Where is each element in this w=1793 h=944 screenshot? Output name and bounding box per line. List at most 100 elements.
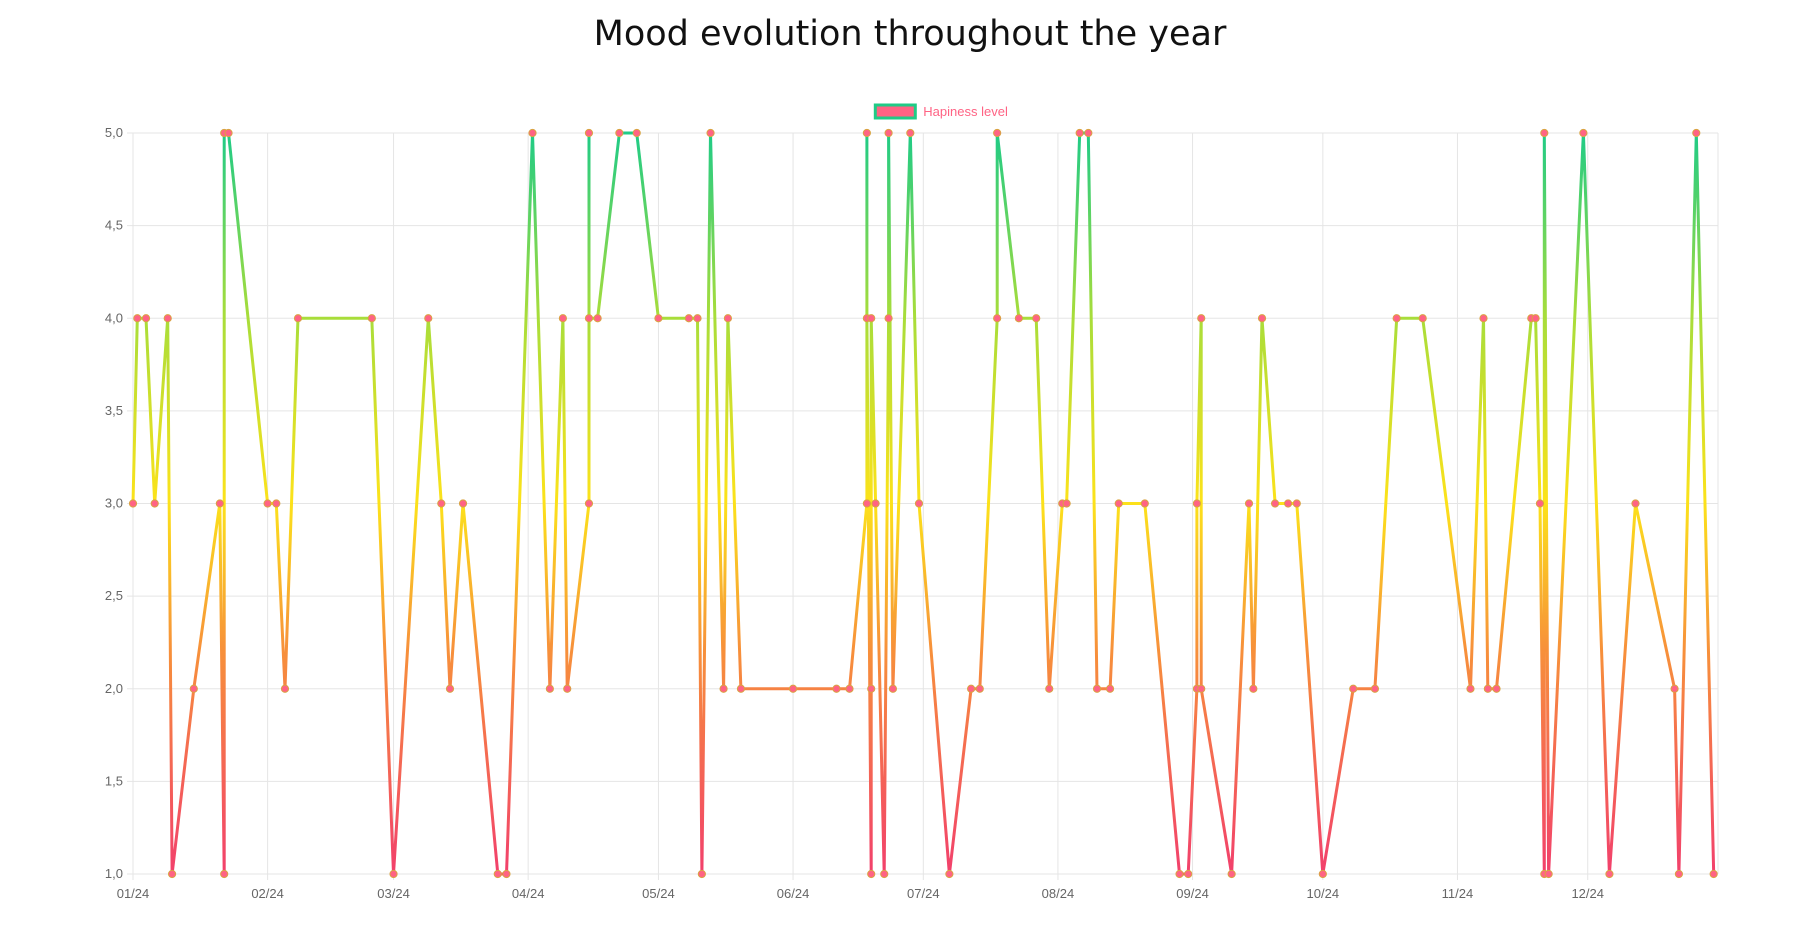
data-point[interactable] (1544, 869, 1553, 879)
data-point[interactable] (128, 499, 138, 508)
data-point[interactable] (163, 314, 172, 323)
data-point[interactable] (584, 128, 594, 138)
data-point[interactable] (1349, 684, 1358, 693)
data-point[interactable] (1709, 869, 1718, 879)
data-point[interactable] (884, 314, 893, 323)
data-point[interactable] (167, 869, 177, 879)
data-point[interactable] (1197, 684, 1206, 693)
legend-swatch[interactable] (873, 103, 917, 120)
data-point[interactable] (502, 869, 511, 879)
data-point[interactable] (150, 499, 159, 508)
data-point[interactable] (280, 684, 290, 693)
data-point[interactable] (1318, 869, 1327, 879)
data-point[interactable] (914, 499, 924, 508)
data-point[interactable] (1032, 314, 1041, 323)
data-point[interactable] (693, 314, 702, 323)
data-point[interactable] (1249, 684, 1258, 693)
data-point[interactable] (141, 314, 151, 323)
data-point[interactable] (1292, 499, 1301, 508)
data-point[interactable] (584, 314, 594, 323)
data-point[interactable] (272, 499, 281, 508)
data-point[interactable] (975, 684, 984, 693)
data-point[interactable] (1140, 499, 1149, 508)
data-point[interactable] (1227, 869, 1236, 879)
data-point[interactable] (224, 128, 233, 138)
data-point[interactable] (367, 314, 376, 323)
data-point[interactable] (1075, 128, 1084, 138)
data-point[interactable] (1197, 314, 1206, 323)
data-point[interactable] (1392, 314, 1401, 323)
data-point[interactable] (263, 499, 272, 508)
data-point[interactable] (736, 684, 746, 693)
data-point[interactable] (906, 128, 915, 138)
data-point[interactable] (993, 314, 1002, 323)
data-point[interactable] (632, 128, 641, 138)
data-point[interactable] (1092, 684, 1102, 693)
data-point[interactable] (1192, 499, 1202, 508)
data-point[interactable] (1605, 869, 1614, 879)
data-point[interactable] (1175, 869, 1184, 879)
data-point[interactable] (880, 869, 889, 879)
data-point[interactable] (1483, 684, 1492, 693)
data-point[interactable] (133, 314, 142, 323)
data-point[interactable] (558, 314, 568, 323)
data-point[interactable] (888, 684, 898, 693)
data-point[interactable] (684, 314, 693, 323)
data-point[interactable] (1105, 684, 1115, 693)
data-point[interactable] (1535, 499, 1545, 508)
data-point[interactable] (563, 684, 572, 693)
data-point[interactable] (723, 314, 733, 323)
data-point[interactable] (1466, 684, 1475, 693)
data-point[interactable] (1492, 684, 1501, 693)
data-point[interactable] (1579, 128, 1588, 138)
data-point[interactable] (1257, 314, 1267, 323)
data-point[interactable] (1184, 869, 1193, 879)
data-point[interactable] (993, 128, 1002, 138)
data-point[interactable] (1479, 314, 1488, 323)
data-point[interactable] (871, 499, 880, 508)
data-point[interactable] (220, 869, 229, 879)
data-point[interactable] (584, 499, 594, 508)
data-point[interactable] (493, 869, 502, 879)
data-point[interactable] (424, 314, 433, 323)
data-point[interactable] (1540, 128, 1549, 138)
data-point[interactable] (1014, 314, 1023, 323)
data-point[interactable] (1370, 684, 1380, 693)
legend-label[interactable]: Hapiness level (923, 104, 1008, 119)
data-point[interactable] (1531, 314, 1540, 323)
data-point[interactable] (867, 869, 876, 879)
data-point[interactable] (215, 499, 224, 508)
data-point[interactable] (189, 684, 198, 693)
data-point[interactable] (788, 684, 798, 693)
data-point[interactable] (1045, 684, 1054, 693)
data-point[interactable] (1674, 869, 1684, 879)
data-point[interactable] (293, 314, 303, 323)
data-point[interactable] (1084, 128, 1093, 138)
data-point[interactable] (706, 128, 715, 138)
data-point[interactable] (867, 314, 876, 323)
data-point[interactable] (654, 314, 663, 323)
data-point[interactable] (867, 684, 876, 693)
data-point[interactable] (458, 499, 468, 508)
data-point[interactable] (528, 128, 537, 138)
data-point[interactable] (1418, 314, 1427, 323)
data-point[interactable] (1283, 499, 1293, 508)
data-point[interactable] (1631, 499, 1640, 508)
data-point[interactable] (615, 128, 624, 138)
data-point[interactable] (593, 314, 602, 323)
data-point[interactable] (884, 128, 893, 138)
data-point[interactable] (437, 499, 446, 508)
data-point[interactable] (832, 684, 841, 693)
data-point[interactable] (1692, 128, 1701, 138)
data-point[interactable] (845, 684, 854, 693)
data-point[interactable] (545, 684, 554, 693)
data-point[interactable] (1670, 684, 1679, 693)
data-point[interactable] (862, 499, 871, 508)
data-point[interactable] (1244, 499, 1254, 508)
data-point[interactable] (862, 128, 871, 138)
data-point[interactable] (1270, 499, 1280, 508)
data-point[interactable] (1114, 499, 1123, 508)
data-point[interactable] (445, 684, 455, 693)
data-point[interactable] (1062, 499, 1071, 508)
data-point[interactable] (697, 869, 706, 879)
